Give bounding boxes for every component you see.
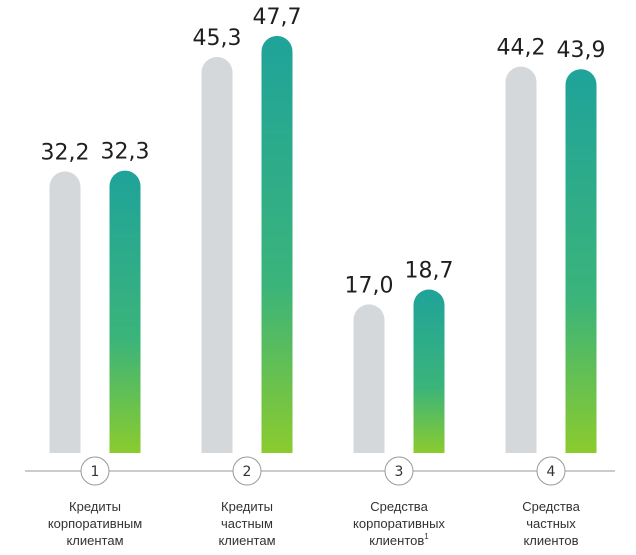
category-number-circle-1 (80, 456, 110, 486)
category-label-1-line-3: клиентам (66, 533, 123, 548)
value-label-series1-cat2: 45,3 (193, 26, 242, 51)
bar-series1-cat2 (201, 56, 233, 453)
category-number-circle-3 (384, 456, 414, 486)
category-label-2-line-3: клиентам (218, 533, 275, 548)
category-label-4-line-1: Средства (522, 499, 580, 514)
value-label-series1-cat3: 17,0 (345, 273, 394, 298)
category-label-4-line-2: частных (526, 516, 576, 531)
bar-series1-cat4 (505, 66, 537, 453)
labels-layer: 32,2 32,3 1 Кредиты корпоративным клиентам 45,… (41, 5, 606, 548)
value-label-series2-cat3: 18,7 (405, 259, 454, 284)
bar-series2-cat1 (109, 170, 141, 454)
value-label-series1-cat4: 44,2 (497, 36, 546, 61)
bar-series2-cat2 (261, 36, 293, 453)
category-label-2-line-1: Кредиты (221, 499, 273, 514)
bar-series1-cat3 (353, 304, 385, 453)
value-label-series2-cat2: 47,7 (253, 5, 302, 30)
category-footnote-3: 1 (424, 532, 429, 541)
bar-series1-cat1 (49, 171, 81, 454)
category-label-3-line-1: Средства (370, 499, 428, 514)
value-label-series2-cat1: 32,3 (101, 140, 150, 165)
bar-series2-cat3 (413, 289, 445, 453)
category-label-3-line-3: клиентов1 (369, 532, 429, 548)
category-number-circle-4 (536, 456, 566, 486)
bars-layer (49, 36, 597, 454)
category-label-3-line-2: корпоративных (353, 516, 445, 531)
category-number-4: 4 (547, 464, 556, 480)
category-label-4-line-3: клиентов (523, 533, 578, 548)
category-label-2-line-2: частным (221, 516, 273, 531)
category-label-1-line-2: корпоративным (48, 516, 142, 531)
bar-series2-cat4 (565, 69, 597, 453)
category-label-1-line-1: Кредиты (69, 499, 121, 514)
category-number-1: 1 (91, 464, 100, 480)
category-number-3: 3 (395, 464, 404, 480)
category-number-circle-2 (232, 456, 262, 486)
value-label-series1-cat1: 32,2 (41, 141, 90, 166)
category-number-2: 2 (243, 464, 252, 480)
value-label-series2-cat4: 43,9 (557, 38, 606, 63)
